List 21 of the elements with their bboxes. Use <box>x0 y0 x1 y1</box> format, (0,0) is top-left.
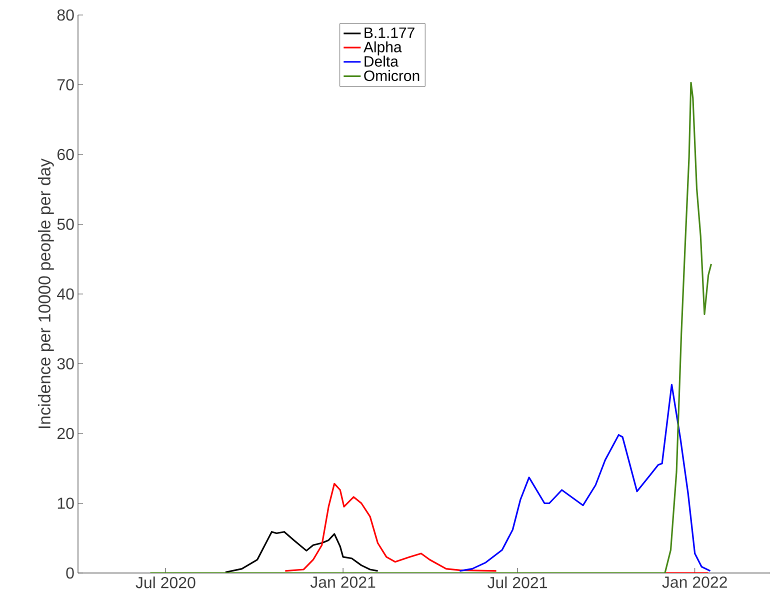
y-tick-label: 40 <box>57 288 74 300</box>
line-series <box>149 82 712 573</box>
y-tick-label: 30 <box>57 358 74 370</box>
x-tick-label: Jul 2021 <box>488 576 547 588</box>
legend-label: B.1.177 <box>364 28 414 38</box>
x-tick-label: Jan 2021 <box>310 576 376 588</box>
legend-label: Omicron <box>364 70 420 82</box>
y-tick-label: 20 <box>57 428 74 440</box>
y-tick-label: 0 <box>66 567 74 579</box>
legend-label: Alpha <box>363 41 402 56</box>
line-series <box>458 384 712 572</box>
y-tick-label: 10 <box>58 498 74 509</box>
y-tick-label: 60 <box>57 148 74 160</box>
x-tick-label: Jan 2022 <box>662 576 727 588</box>
x-tick-label: Jul 2020 <box>136 576 196 588</box>
legend-label: Delta <box>364 56 398 67</box>
line-series <box>224 531 379 573</box>
y-tick-label: 80 <box>57 9 74 21</box>
y-axis-title: Incidence per 10000 people per day <box>38 158 54 428</box>
y-tick-label: 70 <box>58 79 74 90</box>
y-tick-label: 50 <box>57 218 74 230</box>
